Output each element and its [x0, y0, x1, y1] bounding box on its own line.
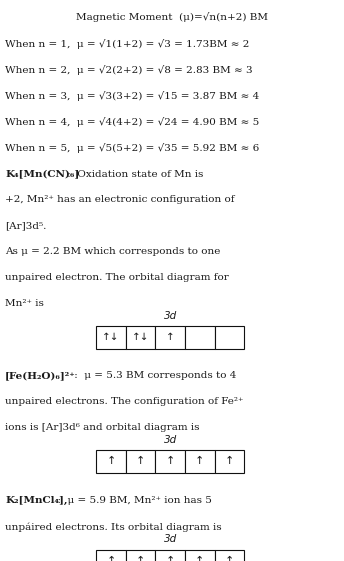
Text: 3d: 3d	[164, 435, 177, 445]
Text: [Ar]3d⁵.: [Ar]3d⁵.	[5, 221, 46, 230]
Bar	[126, 326, 155, 348]
Text: Magnetic Moment  (μ)=√n(n+2) BM: Magnetic Moment (μ)=√n(n+2) BM	[76, 12, 268, 22]
Text: :  μ = 5.3 BM corresponds to 4: : μ = 5.3 BM corresponds to 4	[71, 371, 236, 380]
Text: When n = 5,  μ = √5(5+2) = √35 = 5.92 BM ≈ 6: When n = 5, μ = √5(5+2) = √35 = 5.92 BM …	[5, 142, 259, 153]
Text: K₄[Mn(CN)₆]: K₄[Mn(CN)₆]	[5, 169, 79, 178]
Text: ↑: ↑	[195, 457, 205, 466]
Bar	[126, 550, 155, 561]
Bar	[185, 550, 215, 561]
Bar	[215, 450, 244, 473]
Text: ↑: ↑	[136, 556, 146, 561]
Text: ↑: ↑	[165, 556, 175, 561]
Text: ↑: ↑	[166, 332, 175, 342]
Text: ions is [Ar]3d⁶ and orbital diagram is: ions is [Ar]3d⁶ and orbital diagram is	[5, 422, 200, 431]
Text: ↑: ↑	[165, 457, 175, 466]
Text: When n = 1,  μ = √1(1+2) = √3 = 1.73BM ≈ 2: When n = 1, μ = √1(1+2) = √3 = 1.73BM ≈ …	[5, 39, 249, 49]
Text: ↑: ↑	[225, 556, 234, 561]
Text: +2, Mn²⁺ has an electronic configuration of: +2, Mn²⁺ has an electronic configuration…	[5, 195, 235, 204]
Text: When n = 4,  μ = √4(4+2) = √24 = 4.90 BM ≈ 5: When n = 4, μ = √4(4+2) = √24 = 4.90 BM …	[5, 117, 259, 127]
Bar	[96, 450, 126, 473]
Bar	[155, 550, 185, 561]
Text: ↑↓: ↑↓	[132, 332, 149, 342]
Bar	[185, 326, 215, 348]
Bar	[96, 550, 126, 561]
Text: :  Oxidation state of Mn is: : Oxidation state of Mn is	[64, 169, 203, 178]
Text: Mn²⁺ is: Mn²⁺ is	[5, 298, 44, 307]
Bar	[126, 450, 155, 473]
Text: :  μ = 5.9 BM, Mn²⁺ ion has 5: : μ = 5.9 BM, Mn²⁺ ion has 5	[51, 496, 212, 505]
Text: ↑↓: ↑↓	[103, 332, 120, 342]
Bar	[155, 326, 185, 348]
Bar	[185, 450, 215, 473]
Text: 3d: 3d	[164, 311, 177, 320]
Text: ↑: ↑	[106, 457, 116, 466]
Bar	[155, 450, 185, 473]
Text: ↑: ↑	[136, 457, 146, 466]
Text: As μ = 2.2 BM which corresponds to one: As μ = 2.2 BM which corresponds to one	[5, 247, 221, 256]
Text: unpáired electrons. Its orbital diagram is: unpáired electrons. Its orbital diagram …	[5, 522, 222, 531]
Text: unpaired electrons. The configuration of Fe²⁺: unpaired electrons. The configuration of…	[5, 397, 244, 406]
Bar	[215, 326, 244, 348]
Text: [Fe(H₂O)₆]²⁺: [Fe(H₂O)₆]²⁺	[5, 371, 76, 380]
Text: When n = 3,  μ = √3(3+2) = √15 = 3.87 BM ≈ 4: When n = 3, μ = √3(3+2) = √15 = 3.87 BM …	[5, 91, 259, 101]
Text: When n = 2,  μ = √2(2+2) = √8 = 2.83 BM ≈ 3: When n = 2, μ = √2(2+2) = √8 = 2.83 BM ≈…	[5, 65, 253, 75]
Text: ↑: ↑	[225, 457, 234, 466]
Text: ↑: ↑	[195, 556, 205, 561]
Text: K₂[MnCl₄],: K₂[MnCl₄],	[5, 496, 68, 505]
Bar	[96, 326, 126, 348]
Bar	[215, 550, 244, 561]
Text: ↑: ↑	[106, 556, 116, 561]
Text: unpaired electron. The orbital diagram for: unpaired electron. The orbital diagram f…	[5, 273, 229, 282]
Text: 3d: 3d	[164, 534, 177, 544]
